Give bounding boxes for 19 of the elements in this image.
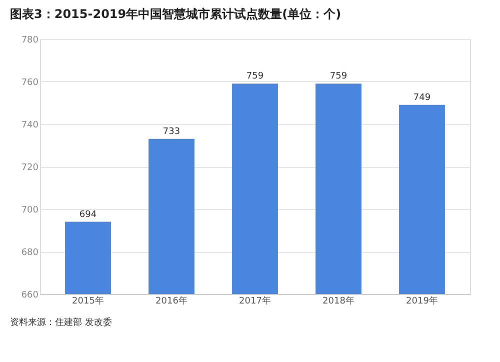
y-tick-label: 740 — [21, 120, 39, 130]
text: 资料来源：住建部 发改委 — [10, 317, 112, 328]
x-tick-label: 2018年 — [322, 296, 354, 306]
x-tick-label: 2017年 — [239, 296, 271, 306]
data-label: 694 — [79, 210, 97, 220]
y-tick-label: 720 — [21, 163, 39, 173]
data-label: 759 — [330, 72, 348, 82]
y-tick-label: 760 — [21, 78, 39, 88]
data-label: 759 — [246, 72, 264, 82]
y-tick-label: 780 — [21, 36, 39, 46]
x-tick-label: 2015年 — [72, 296, 104, 306]
x-tick-label: 2019年 — [406, 296, 438, 306]
data-label: 733 — [162, 126, 180, 137]
chart-title: 图表3：2015-2019年中国智慧城市累计试点数量(单位：个) — [10, 7, 342, 21]
data-label: 749 — [413, 92, 431, 103]
y-tick-label: 680 — [21, 248, 39, 258]
y-tick-label: 700 — [21, 206, 39, 216]
y-tick-label: 660 — [21, 290, 39, 300]
x-tick-label: 2016年 — [156, 296, 188, 306]
